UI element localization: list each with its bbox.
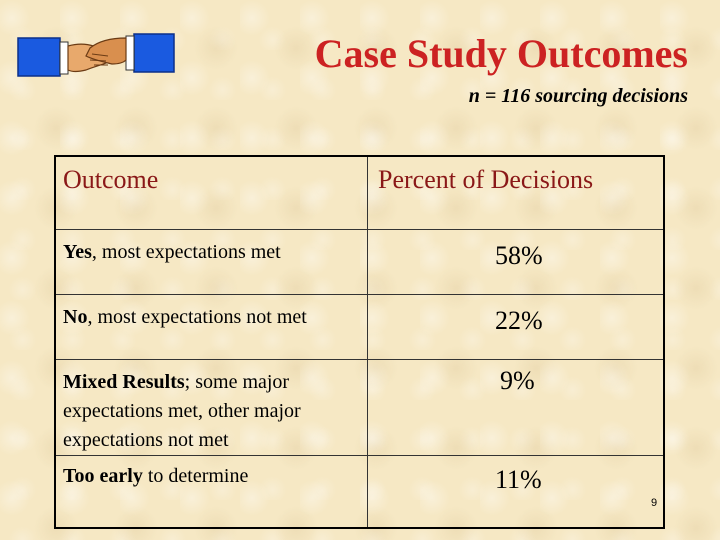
outcome-rest: , most expectations not met xyxy=(87,306,307,328)
page-number: 9 xyxy=(651,497,658,509)
table-row: No, most expectations not met 22% xyxy=(55,294,664,360)
outcome-bold: No xyxy=(63,306,88,328)
outcome-cell: Too early to determine xyxy=(63,456,367,491)
column-header-outcome: Outcome xyxy=(55,156,368,230)
right-sleeve xyxy=(133,33,175,73)
right-cuff xyxy=(125,35,135,71)
percent-cell: 9% xyxy=(500,366,535,395)
slide-subtitle: n = 116 sourcing decisions xyxy=(468,85,688,107)
table-row: Too early to determine 11% xyxy=(55,455,664,528)
left-cuff xyxy=(59,41,69,75)
percent-cell: 22% xyxy=(495,306,543,335)
left-sleeve xyxy=(17,37,61,77)
outcome-cell: Mixed Results; some major expectations m… xyxy=(63,360,367,455)
outcome-cell: No, most expectations not met xyxy=(63,295,367,332)
column-header-percent: Percent of Decisions xyxy=(367,156,664,230)
table-row: Yes, most expectations met 58% xyxy=(55,229,664,295)
outcome-rest: ; some major expectations met, other maj… xyxy=(63,371,301,451)
outcome-bold: Too early xyxy=(63,465,143,487)
percent-cell: 11% xyxy=(495,465,542,494)
percent-cell: 58% xyxy=(495,241,543,270)
outcomes-table: Outcome Percent of Decisions Yes, most e… xyxy=(54,155,665,529)
slide-title: Case Study Outcomes xyxy=(314,31,688,76)
outcome-rest: , most expectations met xyxy=(91,241,281,263)
outcome-rest: to determine xyxy=(142,465,249,487)
outcome-bold: Mixed Results xyxy=(63,371,185,393)
table-row: Mixed Results; some major expectations m… xyxy=(55,359,664,456)
handshake-icon xyxy=(17,33,175,77)
outcome-bold: Yes xyxy=(63,241,92,263)
table-header-row: Outcome Percent of Decisions xyxy=(55,156,664,230)
fingers xyxy=(89,53,109,66)
outcome-cell: Yes, most expectations met xyxy=(63,230,367,267)
